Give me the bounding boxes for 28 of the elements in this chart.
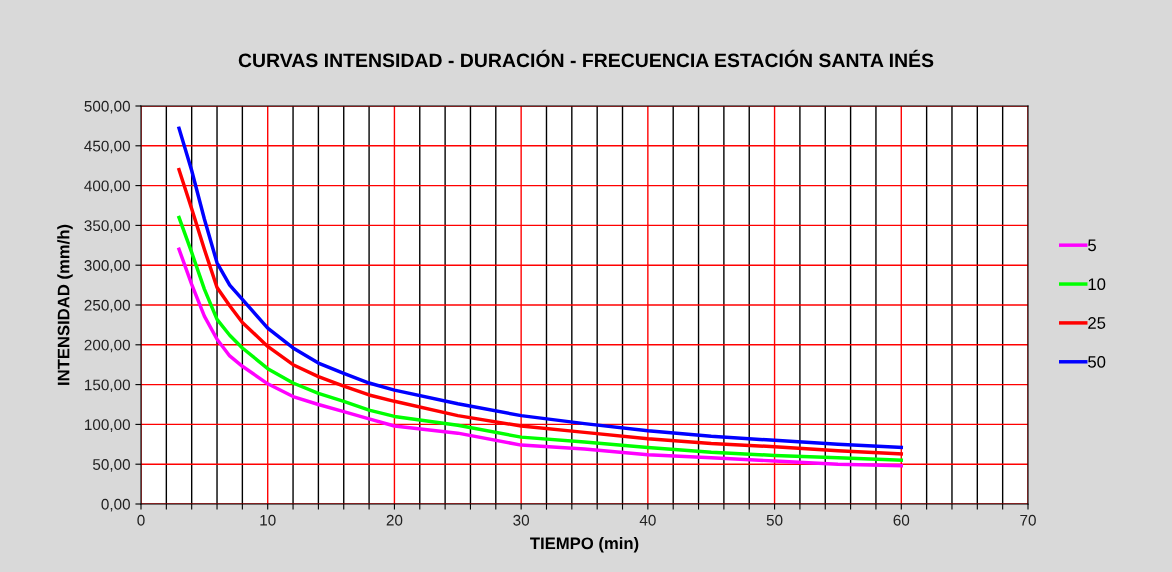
legend-label: 5 [1088,239,1096,252]
y-tick-label: 150,00 [85,379,130,393]
y-tick-label: 400,00 [84,180,130,194]
y-tick-label: 0,00 [101,498,130,512]
y-tick-label: 350,00 [84,220,130,233]
x-axis-title: TIEMPO (min) [530,536,639,553]
x-tick-label: 0 [137,514,145,526]
x-tick-label: 30 [513,514,530,526]
chart-title: CURVAS INTENSIDAD - DURACIÓN - FRECUENCIA ESTACIÓN SANTA INÉS [238,49,934,68]
legend-label: 10 [1088,278,1106,291]
x-tick-label: 60 [893,514,910,526]
y-tick-label: 500,00 [84,100,130,114]
line-series [177,247,904,468]
x-tick-label: 10 [260,514,276,526]
x-tick-label: 20 [386,514,403,526]
y-tick-label: 250,00 [84,299,130,313]
x-tick-label: 50 [766,514,783,526]
y-tick-label: 50,00 [92,459,130,472]
x-tick-label: 40 [639,514,656,526]
y-tick-label: 100,00 [85,419,130,432]
x-tick-label: 70 [1020,514,1036,526]
y-tick-label: 200,00 [84,339,130,353]
y-tick-label: 300,00 [84,260,130,273]
legend-label: 25 [1088,317,1106,329]
line-series [177,215,904,462]
y-axis-title: INTENSIDAD (mm/h) [57,224,73,385]
y-tick-label: 450,00 [84,140,130,154]
legend-label: 50 [1088,355,1106,368]
